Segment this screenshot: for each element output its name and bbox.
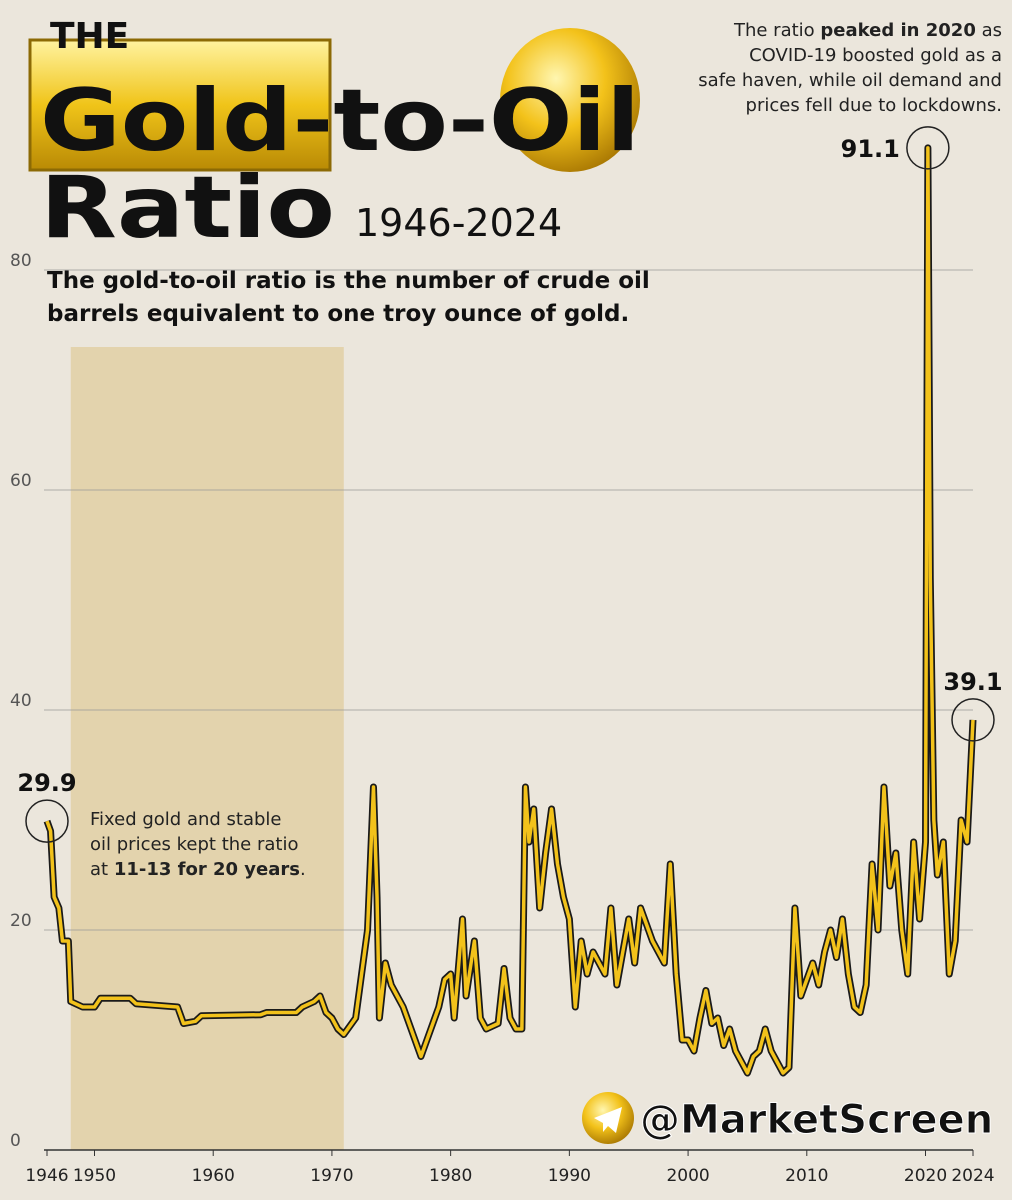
description: The gold-to-oil ratio is the number of c…: [47, 268, 650, 294]
annotation: safe haven, while oil demand and: [698, 70, 1002, 91]
value-label: 91.1: [841, 135, 900, 163]
x-tick-label: 1946: [25, 1166, 68, 1186]
x-tick-label: 1960: [192, 1166, 235, 1186]
y-tick-label: 60: [10, 471, 32, 491]
value-label: 39.1: [943, 668, 1002, 696]
annotation-segment: safe haven, while oil demand and: [698, 70, 1002, 91]
watermark: @MarketScreen: [640, 1097, 993, 1143]
y-tick-label: 40: [10, 691, 32, 711]
y-tick-label: 0: [10, 1131, 21, 1151]
value-label: 29.9: [17, 769, 76, 797]
y-tick-label: 80: [10, 251, 32, 271]
annotation-segment: .: [300, 859, 306, 880]
title-main: Gold-to-Oil: [40, 71, 640, 171]
highlight-ring: [25, 799, 69, 843]
x-tick-label: 2010: [785, 1166, 828, 1186]
description: barrels equivalent to one troy ounce of …: [47, 301, 629, 327]
annotation: at 11-13 for 20 years.: [90, 859, 306, 880]
highlight-ring: [906, 126, 950, 170]
annotation: The ratio peaked in 2020 as: [733, 20, 1002, 41]
line: [45, 146, 975, 1075]
x-tick-label: 1980: [429, 1166, 472, 1186]
x-tick-label: 1970: [310, 1166, 353, 1186]
annotation-segment: as: [976, 20, 1002, 41]
annotation-segment: prices fell due to lockdowns.: [746, 95, 1002, 116]
annotation: oil prices kept the ratio: [90, 834, 298, 855]
annotation: prices fell due to lockdowns.: [746, 95, 1002, 116]
title-the: THE: [50, 16, 129, 57]
shaded-span: [70, 347, 344, 1150]
annotation-segment: oil prices kept the ratio: [90, 834, 298, 855]
subtitle: 1946-2024: [355, 201, 562, 245]
highlight-ring: [951, 698, 995, 742]
annotation-segment: 11-13 for 20 years: [114, 859, 300, 880]
annotation: COVID-19 boosted gold as a: [749, 45, 1002, 66]
y-tick-label: 20: [10, 911, 32, 931]
annotation-segment: Fixed gold and stable: [90, 809, 282, 830]
annotation-segment: peaked in 2020: [820, 20, 975, 41]
telegram-plane: [594, 1107, 622, 1133]
annotation: Fixed gold and stable: [90, 809, 282, 830]
title-ratio: Ratio: [40, 158, 335, 258]
x-tick-label: 2024: [951, 1166, 994, 1186]
x-tick-label: 2000: [666, 1166, 709, 1186]
annotation-segment: The ratio: [733, 20, 820, 41]
gold-bar: [28, 38, 332, 172]
x-tick-label: 1990: [548, 1166, 591, 1186]
annotation-segment: at: [90, 859, 114, 880]
annotation-segment: COVID-19 boosted gold as a: [749, 45, 1002, 66]
x-tick-label: 2020: [904, 1166, 947, 1186]
oil-drop: [500, 28, 640, 172]
x-tick-label: 1950: [73, 1166, 116, 1186]
